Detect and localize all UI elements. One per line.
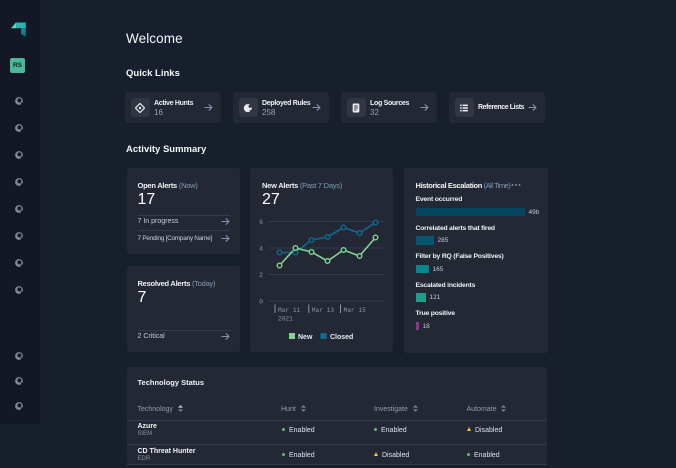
svg-text:Closed: Closed (330, 334, 353, 341)
svg-text:Mar 11: Mar 11 (278, 307, 301, 314)
svg-text:New: New (298, 334, 313, 341)
svg-text:2021: 2021 (278, 316, 293, 323)
svg-text:Mar 13: Mar 13 (312, 307, 335, 314)
svg-text:6: 6 (259, 219, 263, 226)
svg-text:4: 4 (259, 246, 263, 253)
svg-text:0: 0 (259, 299, 263, 306)
svg-text:Mar 15: Mar 15 (344, 307, 367, 314)
svg-text:2: 2 (259, 272, 263, 279)
